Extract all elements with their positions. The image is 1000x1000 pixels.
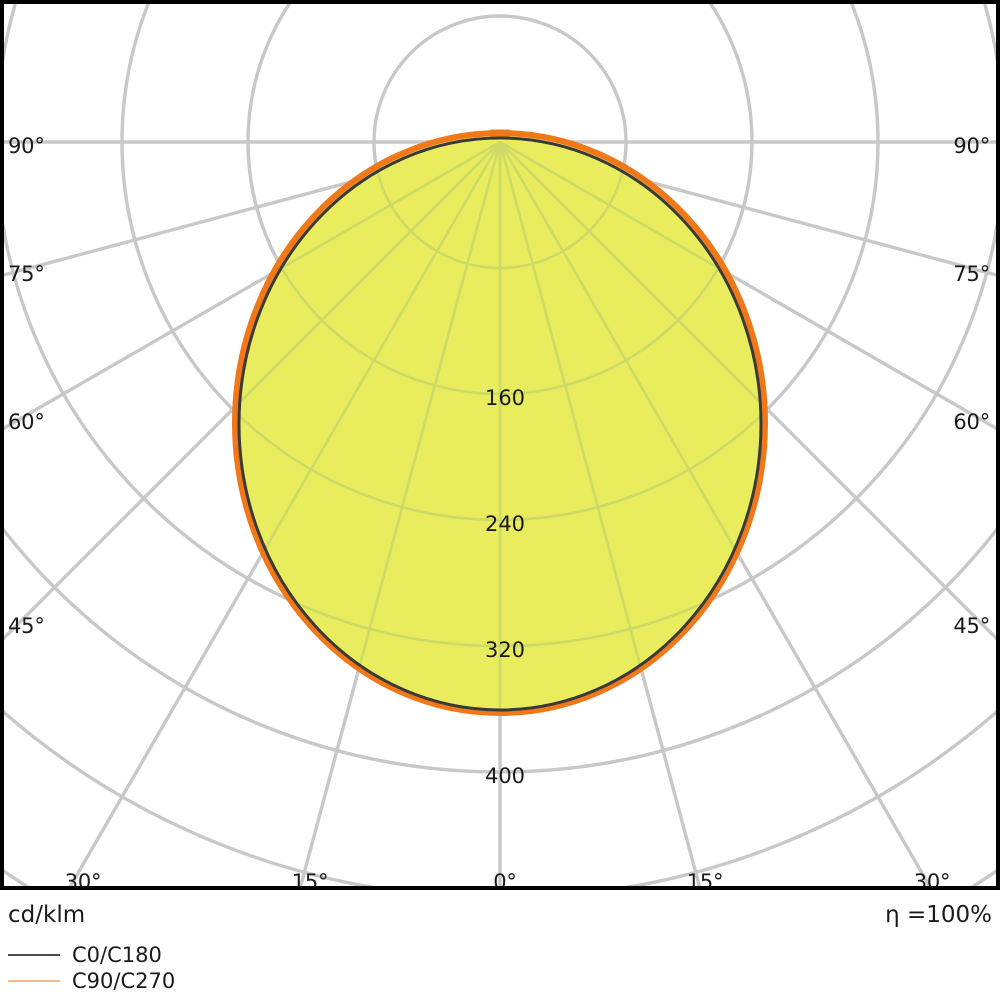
legend-item-c90-c270: C90/C270: [8, 968, 408, 994]
axis-label-right-75: 75°: [953, 262, 990, 286]
radius-label-240: 240: [484, 512, 526, 536]
legend-item-c0-c180: C0/C180: [8, 942, 408, 968]
radius-label-160: 160: [484, 386, 526, 410]
axis-label-bottom-15-right: 15°: [686, 870, 724, 890]
legend-swatch-c90-c270: [8, 980, 60, 982]
axis-label-bottom-30-right: 30°: [913, 870, 951, 890]
legend-label-c0-c180: C0/C180: [72, 943, 162, 967]
chart-footer: cd/klm η =100% C0/C180 C90/C270: [0, 890, 1000, 1000]
axis-label-right-60: 60°: [953, 410, 990, 434]
axis-label-left-60: 60°: [8, 410, 45, 434]
chart-legend: C0/C180 C90/C270: [8, 942, 408, 994]
axis-label-right-45: 45°: [953, 614, 990, 638]
axis-label-left-90: 90°: [8, 134, 45, 158]
unit-label: cd/klm: [8, 902, 86, 928]
axis-label-left-45: 45°: [8, 614, 45, 638]
legend-swatch-c0-c180: [8, 954, 60, 956]
axis-label-bottom-15-left: 15°: [291, 870, 329, 890]
efficiency-label: η =100%: [885, 902, 992, 928]
polar-plot-frame: 90° 75° 60° 45° 90° 75° 60° 45° 30° 15° …: [0, 0, 1000, 890]
radius-label-320: 320: [484, 638, 526, 662]
axis-label-bottom-0: 0°: [493, 870, 517, 890]
radius-label-400: 400: [484, 764, 526, 788]
axis-label-bottom-30-left: 30°: [64, 870, 102, 890]
curve-c0-c180: [237, 136, 763, 712]
legend-label-c90-c270: C90/C270: [72, 969, 176, 993]
axis-label-left-75: 75°: [8, 262, 45, 286]
axis-label-right-90: 90°: [953, 134, 990, 158]
polar-plot-svg: [4, 4, 996, 886]
